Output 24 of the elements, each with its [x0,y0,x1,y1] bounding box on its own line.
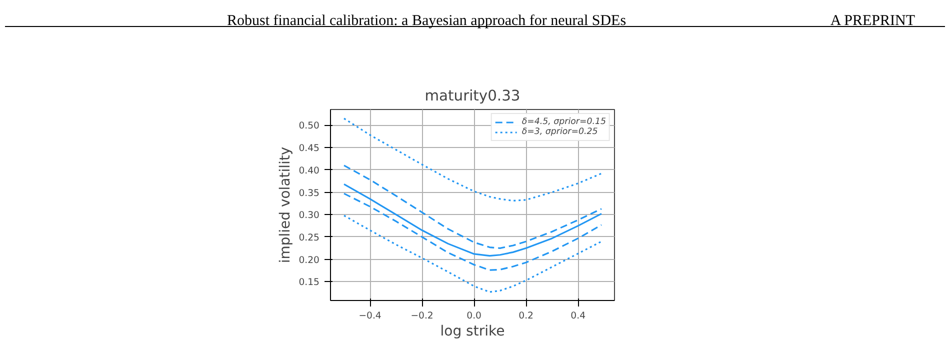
x-tick-label: 0.4 [570,310,586,322]
line-series [343,164,602,249]
chart-title: maturity0.33 [424,88,520,104]
y-tick-label: 0.25 [298,232,320,244]
y-tick-label: 0.20 [298,254,320,266]
x-tick-label: −0.4 [358,310,382,322]
x-tick-label: −0.2 [410,310,434,322]
x-tick-label: 0.2 [518,310,534,322]
line-series [343,183,602,257]
text: A PREPRINT [830,12,915,31]
y-tick-label: 0.45 [298,143,320,154]
legend-label: δ=3, σprior=0.25 [522,127,598,137]
line-series [343,192,602,271]
y-tick-label: 0.40 [298,165,320,176]
y-tick-label: 0.30 [298,210,320,222]
text: Robust financial calibration: a Bayesian approach for neural SDEs [227,12,626,31]
x-tick-label: 0.0 [466,310,482,322]
y-tick-label: 0.35 [298,188,320,199]
y-tick-label: 0.50 [298,120,320,132]
x-axis-title: log strike [440,324,505,340]
legend-label: δ=4.5, σprior=0.15 [522,117,606,127]
line-series [343,214,602,293]
y-axis-title: implied volatility [278,146,294,264]
y-tick-label: 0.15 [298,277,320,288]
